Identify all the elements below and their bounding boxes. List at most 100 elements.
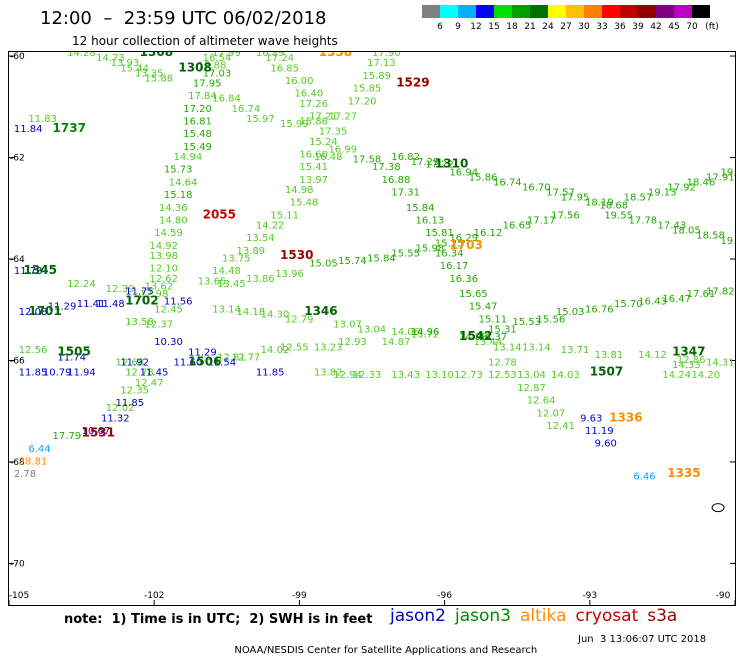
wave-height-value: 12.55 (280, 342, 309, 353)
wave-height-value: 11.29 (188, 347, 217, 358)
wave-height-value: 11.92 (120, 358, 149, 369)
altimeter-map: -105 -102 -99 -96 -93 -90 -60 -62 -64 -66 -68 -70 14… (9, 52, 735, 605)
legend-cryosat: cryosat (575, 606, 639, 626)
wave-height-value: 17.75 (198, 52, 227, 54)
colorbar-label: 15 (488, 22, 500, 32)
wave-height-value: 6.46 (633, 472, 655, 483)
pass-time-label: 1507 (590, 365, 623, 379)
pass-time-label: 2055 (203, 207, 236, 221)
wave-height-value: 12.98 (140, 289, 169, 300)
wave-height-value: 13.35 (135, 68, 164, 79)
wave-height-value: 12.47 (135, 378, 164, 389)
wave-height-value: 11.56 (164, 297, 193, 308)
colorbar-label: 30 (578, 22, 590, 32)
wave-height-value: 15.53 (512, 317, 541, 328)
altimeter-map-frame: -105 -102 -99 -96 -93 -90 -60 -62 -64 -66 -68 -70 14… (8, 51, 736, 606)
x-tick-label: -105 (9, 591, 29, 601)
wave-height-value: 13.81 (595, 350, 624, 361)
wave-height-value: 17.26 (299, 99, 328, 110)
wave-height-value: 17.84 (188, 91, 217, 102)
satellite-legend: jason2 jason3 altika cryosat s3a (390, 606, 686, 626)
x-tick-label: -99 (292, 591, 307, 601)
wave-height-value: 16.40 (295, 89, 324, 100)
wave-height-value: 13.71 (561, 345, 590, 356)
wave-height-value: 12.07 (537, 408, 566, 419)
wave-height-value: 11.85 (115, 398, 144, 409)
wave-height-value: 11.75 (125, 287, 154, 298)
wave-height-value: 12.53 (488, 370, 517, 381)
wave-height-value: 17.82 (706, 287, 735, 298)
wave-height-value: 15.98 (416, 243, 445, 254)
pass-time-label: 1701 (28, 304, 61, 318)
wave-height-value: 16.36 (449, 274, 478, 285)
wave-height-value: 16.47 (662, 294, 691, 305)
wave-height-value: 16.84 (212, 94, 241, 105)
legend-jason3: jason3 (455, 606, 511, 626)
wave-height-value: 18.19 (585, 198, 614, 209)
wave-height-value: 12.02 (106, 403, 135, 414)
wave-height-value: 15.24 (309, 137, 338, 148)
colorbar-swatch (548, 5, 566, 18)
colorbar-label: 33 (596, 22, 608, 32)
wave-height-value: 16.82 (391, 152, 420, 163)
pass-time-label: 1346 (304, 304, 337, 318)
wave-height-value: 10.67 (82, 426, 111, 437)
colorbar-swatch (620, 5, 638, 18)
wave-height-value: 19.55 (604, 210, 633, 221)
colorbar-label: 39 (632, 22, 644, 32)
colorbar-swatch (476, 5, 494, 18)
wave-height-value: 17.92 (667, 183, 696, 194)
wave-height-value: 12.33 (353, 370, 382, 381)
wave-height-value: 11.60 (174, 358, 203, 369)
wave-height-value: 15.84 (406, 203, 435, 214)
wave-height-value: 12.35 (120, 385, 149, 396)
pass-time-label: 1308 (178, 60, 211, 74)
legend-altika: altika (520, 606, 567, 626)
wave-height-value: 11.74 (57, 352, 86, 363)
colorbar-label: 24 (542, 22, 554, 32)
wave-height-value: 11.73 (14, 266, 43, 277)
wave-height-value: 11.85 (19, 368, 48, 379)
wave-height-value: 14.28 (67, 52, 96, 59)
colorbar-swatch (530, 5, 548, 18)
wave-height-value: 14.33 (672, 360, 701, 371)
wave-height-value: 12.93 (338, 337, 367, 348)
wave-height-value: 13.45 (217, 279, 246, 290)
wave-height-value: 13.82 (314, 368, 343, 379)
wave-height-value: 15.18 (164, 190, 193, 201)
colorbar-swatch (422, 5, 440, 18)
wave-height-value: 12.62 (149, 274, 178, 285)
colorbar-swatch (656, 5, 674, 18)
pass-time-label: 1308 (140, 52, 173, 59)
y-tick-label: -64 (10, 255, 25, 265)
colorbar-label: 70 (686, 22, 698, 32)
wave-height-value: 17.79 (53, 431, 82, 442)
credit-time: Jun 3 13:06:07 UTC 2018 (578, 634, 707, 645)
wave-height-value: 17.57 (546, 188, 575, 199)
wave-height-value: 13.10 (425, 370, 454, 381)
wave-height-value: 15.11 (478, 314, 507, 325)
y-tick-label: -68 (10, 458, 25, 468)
wave-height-value: 16.74 (493, 177, 522, 188)
wave-height-value: 13.07 (333, 319, 362, 330)
wave-height-value: 15.89 (362, 71, 391, 82)
wave-height-value: 12.10 (149, 264, 178, 275)
wave-height-value: 15.31 (488, 325, 517, 336)
wave-height-value: 16.74 (232, 104, 261, 115)
wave-height-value: 17.03 (203, 68, 232, 79)
wave-height-value: 17.24 (266, 53, 295, 64)
wave-height-value: 11.19 (585, 426, 614, 437)
wave-height-value: 16.76 (585, 304, 614, 315)
wave-height-value: 13.44 (474, 337, 503, 348)
colorbar-label: 21 (524, 22, 536, 32)
wave-height-value: 14.36 (159, 203, 188, 214)
wave-height-value: 14.22 (256, 221, 285, 232)
wave-height-value: 19.13 (648, 188, 677, 199)
wave-height-value: 11.85 (256, 368, 285, 379)
wave-height-value: 12.73 (454, 370, 483, 381)
wave-height-value: 17.13 (367, 58, 396, 69)
wave-height-value: 15.97 (246, 114, 275, 125)
colorbar-swatch (566, 5, 584, 18)
wave-height-value: 14.30 (261, 309, 290, 320)
wave-height-value: 17.78 (629, 215, 658, 226)
